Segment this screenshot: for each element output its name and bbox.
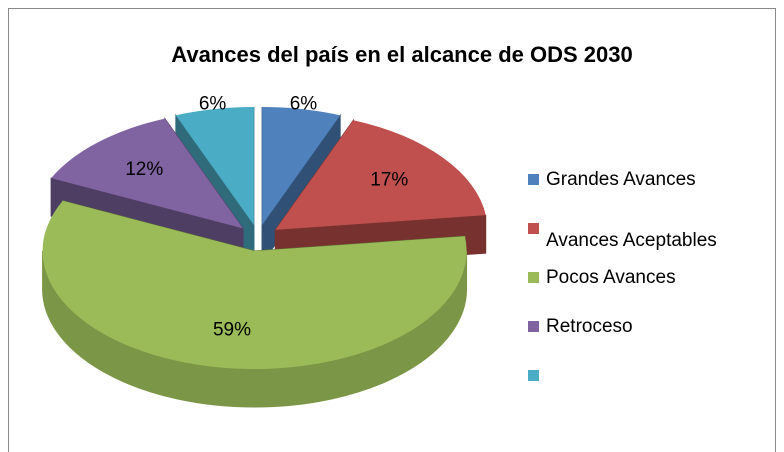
legend-swatch — [528, 272, 539, 283]
legend-swatch — [528, 174, 539, 185]
legend-label: Grandes Avances — [546, 169, 696, 190]
slice — [175, 107, 254, 226]
data-label: 6% — [199, 94, 227, 115]
data-label: 59% — [213, 319, 251, 340]
slice — [275, 120, 486, 230]
chart-title: Avances del país en el alcance de ODS 20… — [171, 42, 632, 67]
legend-swatch — [528, 370, 539, 381]
legend-swatch — [528, 321, 539, 332]
data-label: 6% — [290, 94, 318, 115]
legend-label: Pocos Avances — [546, 267, 676, 288]
data-label: 17% — [370, 170, 408, 191]
data-label: 12% — [125, 159, 163, 180]
legend-label: Retroceso — [546, 316, 633, 337]
slice — [42, 200, 467, 370]
legend-swatch — [528, 223, 539, 234]
slice — [51, 118, 243, 229]
slice — [262, 107, 341, 226]
legend-label: Avances Aceptables — [546, 230, 717, 251]
